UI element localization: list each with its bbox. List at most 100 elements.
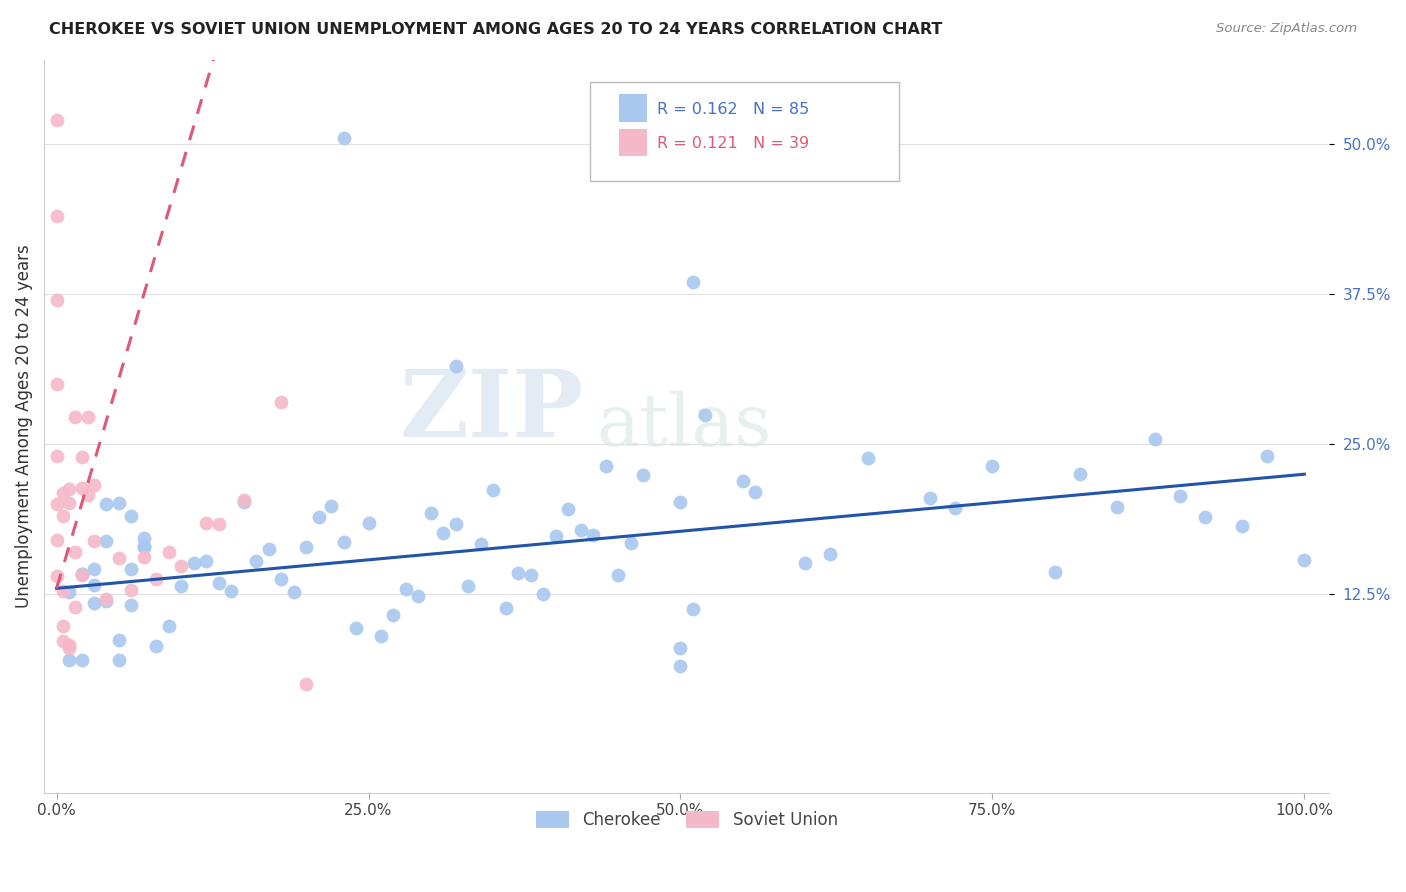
Point <box>856 451 879 466</box>
Point <box>157 545 180 559</box>
Point <box>96 592 118 607</box>
Point <box>132 531 155 545</box>
Legend: Cherokee, Soviet Union: Cherokee, Soviet Union <box>529 804 845 836</box>
Point <box>120 598 142 612</box>
Point <box>96 594 118 608</box>
Point <box>157 619 180 633</box>
Point <box>108 496 131 510</box>
Point <box>45 533 67 548</box>
Point <box>370 629 392 643</box>
Point <box>495 600 517 615</box>
Point <box>65 600 87 615</box>
Point <box>308 509 330 524</box>
Point <box>145 639 167 653</box>
Point <box>195 554 218 568</box>
Point <box>132 549 155 564</box>
Point <box>120 582 142 597</box>
Point <box>83 478 105 492</box>
Point <box>58 496 80 510</box>
Point <box>58 585 80 599</box>
Point <box>132 540 155 554</box>
Point <box>582 528 605 542</box>
Point <box>344 621 367 635</box>
Point <box>83 562 105 576</box>
Point <box>45 569 67 583</box>
Point <box>283 585 305 599</box>
Point <box>295 541 318 555</box>
Point <box>1294 553 1316 567</box>
Point <box>83 533 105 548</box>
Point <box>45 497 67 511</box>
Point <box>170 559 193 574</box>
Text: atlas: atlas <box>596 391 772 461</box>
Point <box>569 523 592 537</box>
Point <box>332 534 354 549</box>
Point <box>695 409 717 423</box>
Point <box>58 638 80 652</box>
Point <box>96 533 118 548</box>
Text: CHEROKEE VS SOVIET UNION UNEMPLOYMENT AMONG AGES 20 TO 24 YEARS CORRELATION CHAR: CHEROKEE VS SOVIET UNION UNEMPLOYMENT AM… <box>49 22 942 37</box>
Point <box>270 395 292 409</box>
Point <box>83 596 105 610</box>
Point <box>52 508 75 523</box>
Point <box>1143 432 1166 446</box>
Point <box>669 659 692 673</box>
Point <box>52 486 75 500</box>
Point <box>444 516 467 531</box>
Point <box>1069 467 1091 482</box>
Point <box>744 485 766 500</box>
Point <box>319 500 342 514</box>
Point <box>1168 489 1191 503</box>
Text: R = 0.162   N = 85: R = 0.162 N = 85 <box>657 102 810 117</box>
Point <box>357 516 380 530</box>
Point <box>508 566 530 581</box>
Point <box>70 450 93 464</box>
Point <box>45 112 67 127</box>
Point <box>669 494 692 508</box>
Point <box>70 567 93 582</box>
Point <box>76 410 98 425</box>
Point <box>1194 509 1216 524</box>
Point <box>395 582 418 596</box>
Point <box>45 449 67 463</box>
Point <box>557 502 579 516</box>
Point <box>595 459 617 474</box>
Point <box>1230 519 1253 533</box>
Point <box>52 634 75 648</box>
Point <box>108 633 131 648</box>
Point <box>70 566 93 581</box>
Point <box>682 275 704 289</box>
Point <box>45 377 67 392</box>
Point <box>419 506 441 520</box>
Point <box>457 579 479 593</box>
Point <box>432 526 454 541</box>
Point <box>731 475 754 489</box>
Point <box>382 607 405 622</box>
Point <box>270 572 292 586</box>
Point <box>669 641 692 656</box>
Point <box>58 653 80 667</box>
Point <box>482 483 505 497</box>
Point <box>332 130 354 145</box>
Point <box>295 677 318 691</box>
Point <box>408 589 430 603</box>
Point <box>981 458 1004 473</box>
Point <box>607 567 630 582</box>
Point <box>65 410 87 425</box>
Point <box>619 536 641 550</box>
Point <box>70 653 93 667</box>
Point <box>45 209 67 223</box>
Point <box>132 539 155 553</box>
Point <box>108 653 131 667</box>
Point <box>70 566 93 581</box>
Point <box>120 509 142 524</box>
Point <box>58 482 80 496</box>
Point <box>208 516 231 531</box>
Point <box>108 551 131 566</box>
Point <box>257 541 280 556</box>
Point <box>519 567 541 582</box>
Y-axis label: Unemployment Among Ages 20 to 24 years: Unemployment Among Ages 20 to 24 years <box>15 244 32 608</box>
Point <box>76 488 98 502</box>
Point <box>145 572 167 586</box>
Point <box>58 641 80 656</box>
